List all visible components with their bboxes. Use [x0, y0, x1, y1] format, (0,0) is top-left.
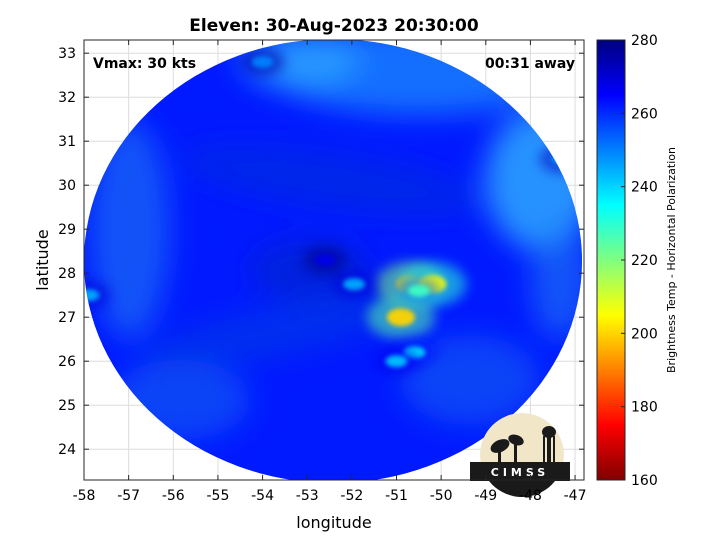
x-tick-label: -56: [162, 488, 185, 504]
colorbar-tick-label: 200: [631, 326, 658, 342]
feature-core: [407, 284, 430, 297]
x-tick-label: -55: [206, 488, 229, 504]
feature-core: [314, 254, 337, 266]
chart-title: Eleven: 30-Aug-2023 20:30:00: [189, 16, 479, 36]
feature-core: [385, 355, 408, 368]
x-tick-label: -47: [564, 488, 587, 504]
colorbar-gradient: [596, 39, 626, 481]
y-tick-label: 33: [58, 46, 76, 62]
y-tick-label: 26: [58, 354, 76, 370]
x-tick-label: -51: [385, 488, 408, 504]
colorbar-tick-label: 280: [631, 33, 658, 49]
colorbar-tick-label: 160: [631, 473, 658, 489]
colorbar-tick-label: 180: [631, 400, 658, 416]
x-tick-label: -52: [340, 488, 363, 504]
x-axis-label: longitude: [296, 513, 371, 532]
colorbar: 160 180 200 220 240 260 280 Brightness Temp - …: [596, 33, 678, 489]
vmax-label: Vmax: 30 kts: [93, 56, 196, 72]
x-tick-label: -57: [117, 488, 140, 504]
time-away-label: 00:31 away: [485, 56, 575, 72]
y-axis-label: latitude: [33, 229, 52, 290]
x-tick-label: -48: [519, 488, 542, 504]
y-tick-label: 27: [58, 310, 76, 326]
y-tick-label: 28: [58, 266, 76, 282]
y-tick-label: 25: [58, 398, 76, 414]
colorbar-tick-label: 260: [631, 106, 658, 122]
logo-text: CIMSS: [491, 466, 549, 479]
colorbar-label: Brightness Temp - Horizontal Polarizatio…: [665, 147, 678, 373]
y-tick-label: 32: [58, 90, 76, 106]
x-tick-label: -50: [430, 488, 453, 504]
axis-ticks: -58 -57 -56 -55 -54 -53 -52 -51 -50 -49 -48 -47 24 25…: [58, 40, 587, 504]
y-tick-label: 30: [58, 178, 76, 194]
y-tick-label: 29: [58, 222, 76, 238]
x-tick-label: -54: [251, 488, 274, 504]
colorbar-ticks: 160 180 200 220 240 260 280: [621, 33, 658, 489]
x-tick-label: -49: [474, 488, 497, 504]
feature-core: [386, 308, 415, 327]
x-tick-label: -53: [296, 488, 319, 504]
x-tick-label: -58: [73, 488, 96, 504]
colorbar-tick-label: 240: [631, 180, 658, 196]
feature-core: [84, 289, 100, 302]
y-tick-label: 24: [58, 442, 76, 458]
feature-core: [251, 56, 274, 68]
colorbar-tick-label: 220: [631, 253, 658, 269]
feature-core: [343, 278, 366, 291]
y-tick-label: 31: [58, 134, 76, 150]
axes-frame: [83, 39, 585, 481]
